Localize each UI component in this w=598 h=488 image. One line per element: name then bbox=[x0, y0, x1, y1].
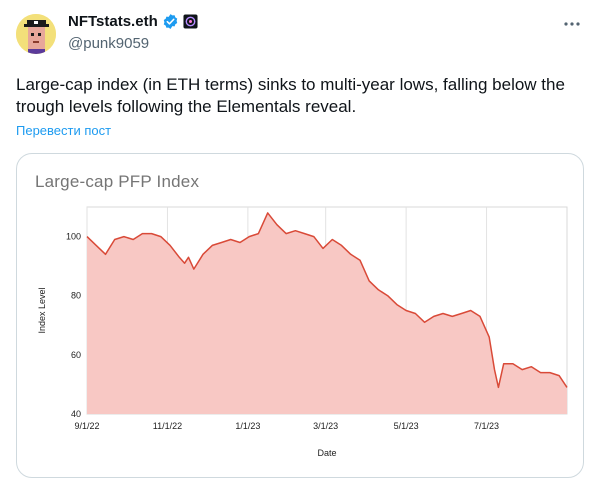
x-tick-label: 5/1/23 bbox=[394, 421, 419, 431]
verified-badge-icon bbox=[163, 14, 177, 29]
y-axis-label: Index Level bbox=[37, 287, 47, 333]
series-area bbox=[87, 212, 567, 414]
chart-title: Large-cap PFP Index bbox=[35, 172, 200, 191]
x-tick-label: 3/1/23 bbox=[313, 421, 338, 431]
y-tick-label: 40 bbox=[71, 409, 81, 419]
tweet-text: Large-cap index (in ETH terms) sinks to … bbox=[16, 75, 565, 116]
y-tick-label: 60 bbox=[71, 350, 81, 360]
x-tick-label: 1/1/23 bbox=[235, 421, 260, 431]
index-chart: 9/1/22 11/1/22 1/1/23 3/1/23 5/1/23 7/1/23 100… bbox=[37, 206, 568, 458]
cryptopunk-avatar-icon bbox=[16, 14, 56, 54]
avatar[interactable] bbox=[16, 14, 56, 54]
more-options-button[interactable] bbox=[560, 12, 584, 36]
more-dots-icon bbox=[564, 22, 580, 26]
author-handle[interactable]: @punk9059 bbox=[68, 35, 150, 52]
x-axis-label: Date bbox=[317, 448, 336, 458]
translate-post-link[interactable]: Перевести пост bbox=[16, 123, 112, 138]
y-tick-label: 80 bbox=[71, 291, 81, 301]
x-tick-label: 7/1/23 bbox=[474, 421, 499, 431]
x-tick-label: 9/1/22 bbox=[74, 421, 99, 431]
series-line bbox=[86, 212, 568, 389]
chart-image-card[interactable]: Large-cap PFP Index 9/1/22 11/1/22 1/1/23 3… bbox=[16, 153, 584, 478]
affiliate-badge-icon[interactable] bbox=[183, 14, 198, 29]
y-tick-label: 100 bbox=[66, 232, 81, 242]
x-tick-label: 11/1/22 bbox=[153, 421, 182, 431]
author-display-name[interactable]: NFTstats.eth bbox=[68, 13, 158, 30]
